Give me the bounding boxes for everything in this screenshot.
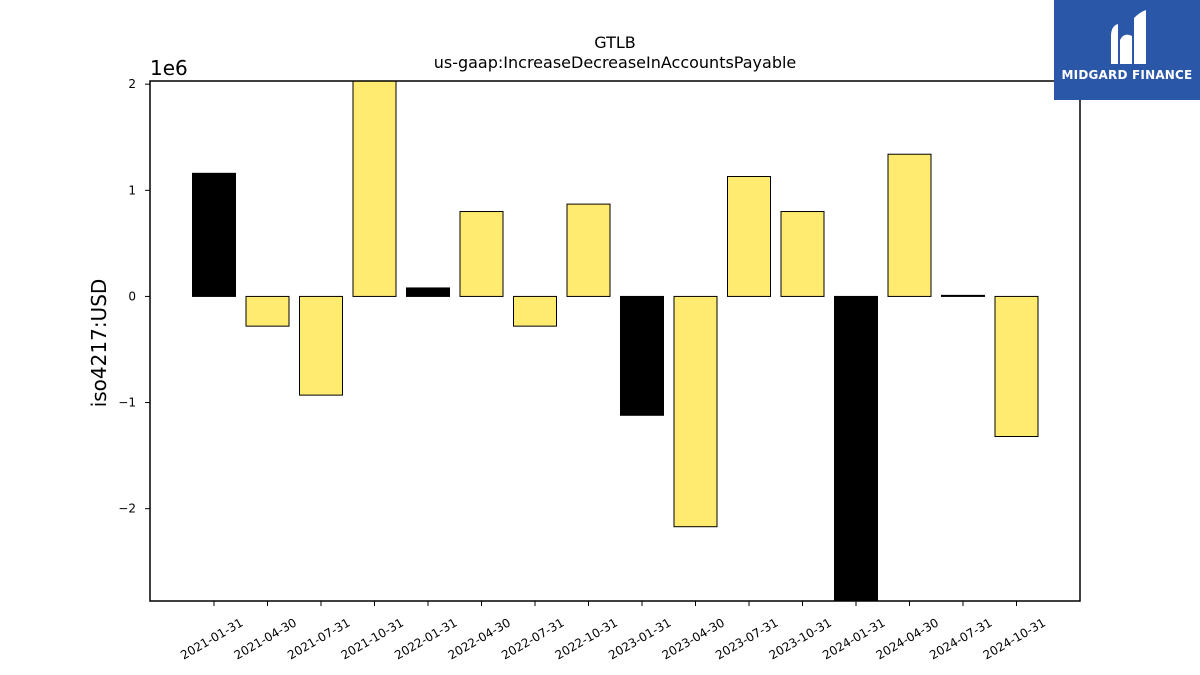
bar-2024-07-31 bbox=[941, 294, 985, 297]
bar-2021-01-31 bbox=[192, 172, 236, 297]
chart-title: GTLB bbox=[594, 33, 636, 52]
y-tick-label: −2 bbox=[118, 502, 136, 516]
bar-2021-04-30 bbox=[245, 295, 290, 327]
midgard-finance-logo: MIDGARD FINANCE bbox=[1054, 0, 1200, 100]
bar-2024-10-31 bbox=[994, 295, 1039, 438]
bar-2023-01-31 bbox=[620, 295, 664, 416]
bar-2023-10-31 bbox=[780, 211, 825, 297]
bar-2023-04-30 bbox=[673, 295, 718, 528]
plot-frame bbox=[149, 80, 1081, 602]
bar-2022-07-31 bbox=[513, 295, 557, 327]
bar-2024-01-31 bbox=[834, 295, 878, 602]
logo-text: MIDGARD FINANCE bbox=[1061, 68, 1193, 82]
y-tick-label: 0 bbox=[128, 289, 136, 303]
y-tick-label: 2 bbox=[128, 77, 136, 91]
bar-2022-04-30 bbox=[459, 211, 504, 297]
chart-subtitle: us-gaap:IncreaseDecreaseInAccountsPayabl… bbox=[434, 53, 797, 72]
bar-2024-04-30 bbox=[887, 153, 932, 297]
bar-2022-01-31 bbox=[406, 287, 450, 297]
bar-2021-10-31 bbox=[352, 80, 397, 297]
bar-2021-07-31 bbox=[299, 295, 343, 396]
bar-2023-07-31 bbox=[727, 176, 771, 297]
y-tick-label: −1 bbox=[118, 396, 136, 410]
bar-2022-10-31 bbox=[566, 203, 611, 297]
y-tick-label: 1 bbox=[128, 183, 136, 197]
bars-group bbox=[192, 80, 1039, 602]
y-axis-label: iso4217:USD bbox=[87, 279, 111, 408]
y-ticks-group: −2 −1 0 1 2 bbox=[118, 77, 150, 516]
y-offset-label: 1e6 bbox=[150, 56, 188, 80]
midgard-logo-icon bbox=[1111, 10, 1146, 64]
x-ticks-group: 2021-01-312021-04-302021-07-312021-10-31… bbox=[178, 601, 1048, 662]
